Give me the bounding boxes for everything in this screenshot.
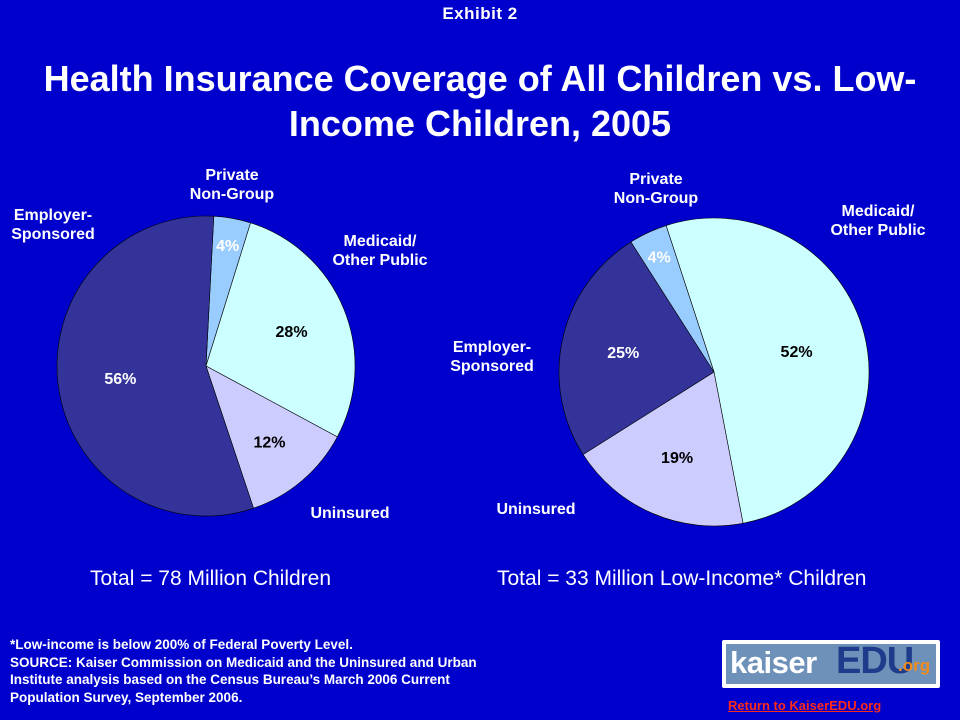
pie1-pct-label-3: 56% <box>104 371 136 388</box>
pie2-label-private: Private Non-Group <box>613 171 699 207</box>
pie1-total: Total = 78 Million Children <box>90 567 332 590</box>
title-line-1: Health Insurance Coverage of All Childre… <box>43 58 917 99</box>
pie2-pct-label-1: 19% <box>661 450 693 467</box>
pie1-label-medicaid: Medicaid/ Other Public <box>332 233 428 269</box>
source-line-1: SOURCE: Kaiser Commission on Medicaid an… <box>10 654 477 670</box>
logo-edu-text: EDU <box>836 640 914 682</box>
logo-kaiser-text: kaiser <box>730 645 817 680</box>
pie2-label-employer: Employer- Sponsored <box>450 339 534 375</box>
footnote-low-income: *Low-income is below 200% of Federal Pov… <box>10 637 353 652</box>
pie1-label-private: Private Non-Group <box>189 167 275 203</box>
title-line-2: Income Children, 2005 <box>288 103 672 144</box>
pie1-slice-uninsured <box>205 365 338 509</box>
pie2-slice-employer-sponsored <box>558 241 715 455</box>
pie-2-slices: 52% 19% 25% 4% <box>558 217 870 527</box>
return-to-kaiseredu-link[interactable]: Return to KaiserEDU.org <box>728 698 882 713</box>
pie2-slice-private-non-group <box>630 225 715 373</box>
pie-1-slices: 4% 28% 12% 56% <box>56 215 356 517</box>
pie1-slice-medicaid-other-public <box>205 222 356 438</box>
pie2-slice-uninsured <box>582 371 744 527</box>
logo-org-text: .org <box>898 656 931 675</box>
pie2-pct-label-0: 52% <box>781 344 813 361</box>
pie2-pct-label-2: 25% <box>607 345 639 362</box>
page-title: Health Insurance Coverage of All Childre… <box>10 56 950 146</box>
pie1-pct-label-1: 28% <box>276 324 308 341</box>
logo-background <box>726 644 936 684</box>
pie2-label-medicaid: Medicaid/ Other Public <box>830 203 926 239</box>
pie2-label-uninsured: Uninsured <box>496 501 576 518</box>
pie1-label-uninsured: Uninsured <box>310 505 390 522</box>
kaiser-edu-logo[interactable]: kaiser EDU .org <box>722 640 940 688</box>
footnote-source: *Low-income is below 200% of Federal Pov… <box>10 636 600 706</box>
pie1-pct-label-2: 12% <box>253 435 285 452</box>
pie1-label-employer: Employer- Sponsored <box>11 207 95 243</box>
pie2-total: Total = 33 Million Low-Income* Children <box>497 567 867 590</box>
pie2-pct-label-3: 4% <box>648 249 671 266</box>
pie1-slice-employer-sponsored <box>56 215 254 517</box>
pie2-slice-medicaid-other-public <box>665 217 870 524</box>
exhibit-number: Exhibit 2 <box>442 4 518 23</box>
source-line-2: Institute analysis based on the Census B… <box>10 672 450 687</box>
pie1-pct-label-0: 4% <box>216 238 239 255</box>
source-line-3: Population Survey, September 2006. <box>10 689 243 705</box>
